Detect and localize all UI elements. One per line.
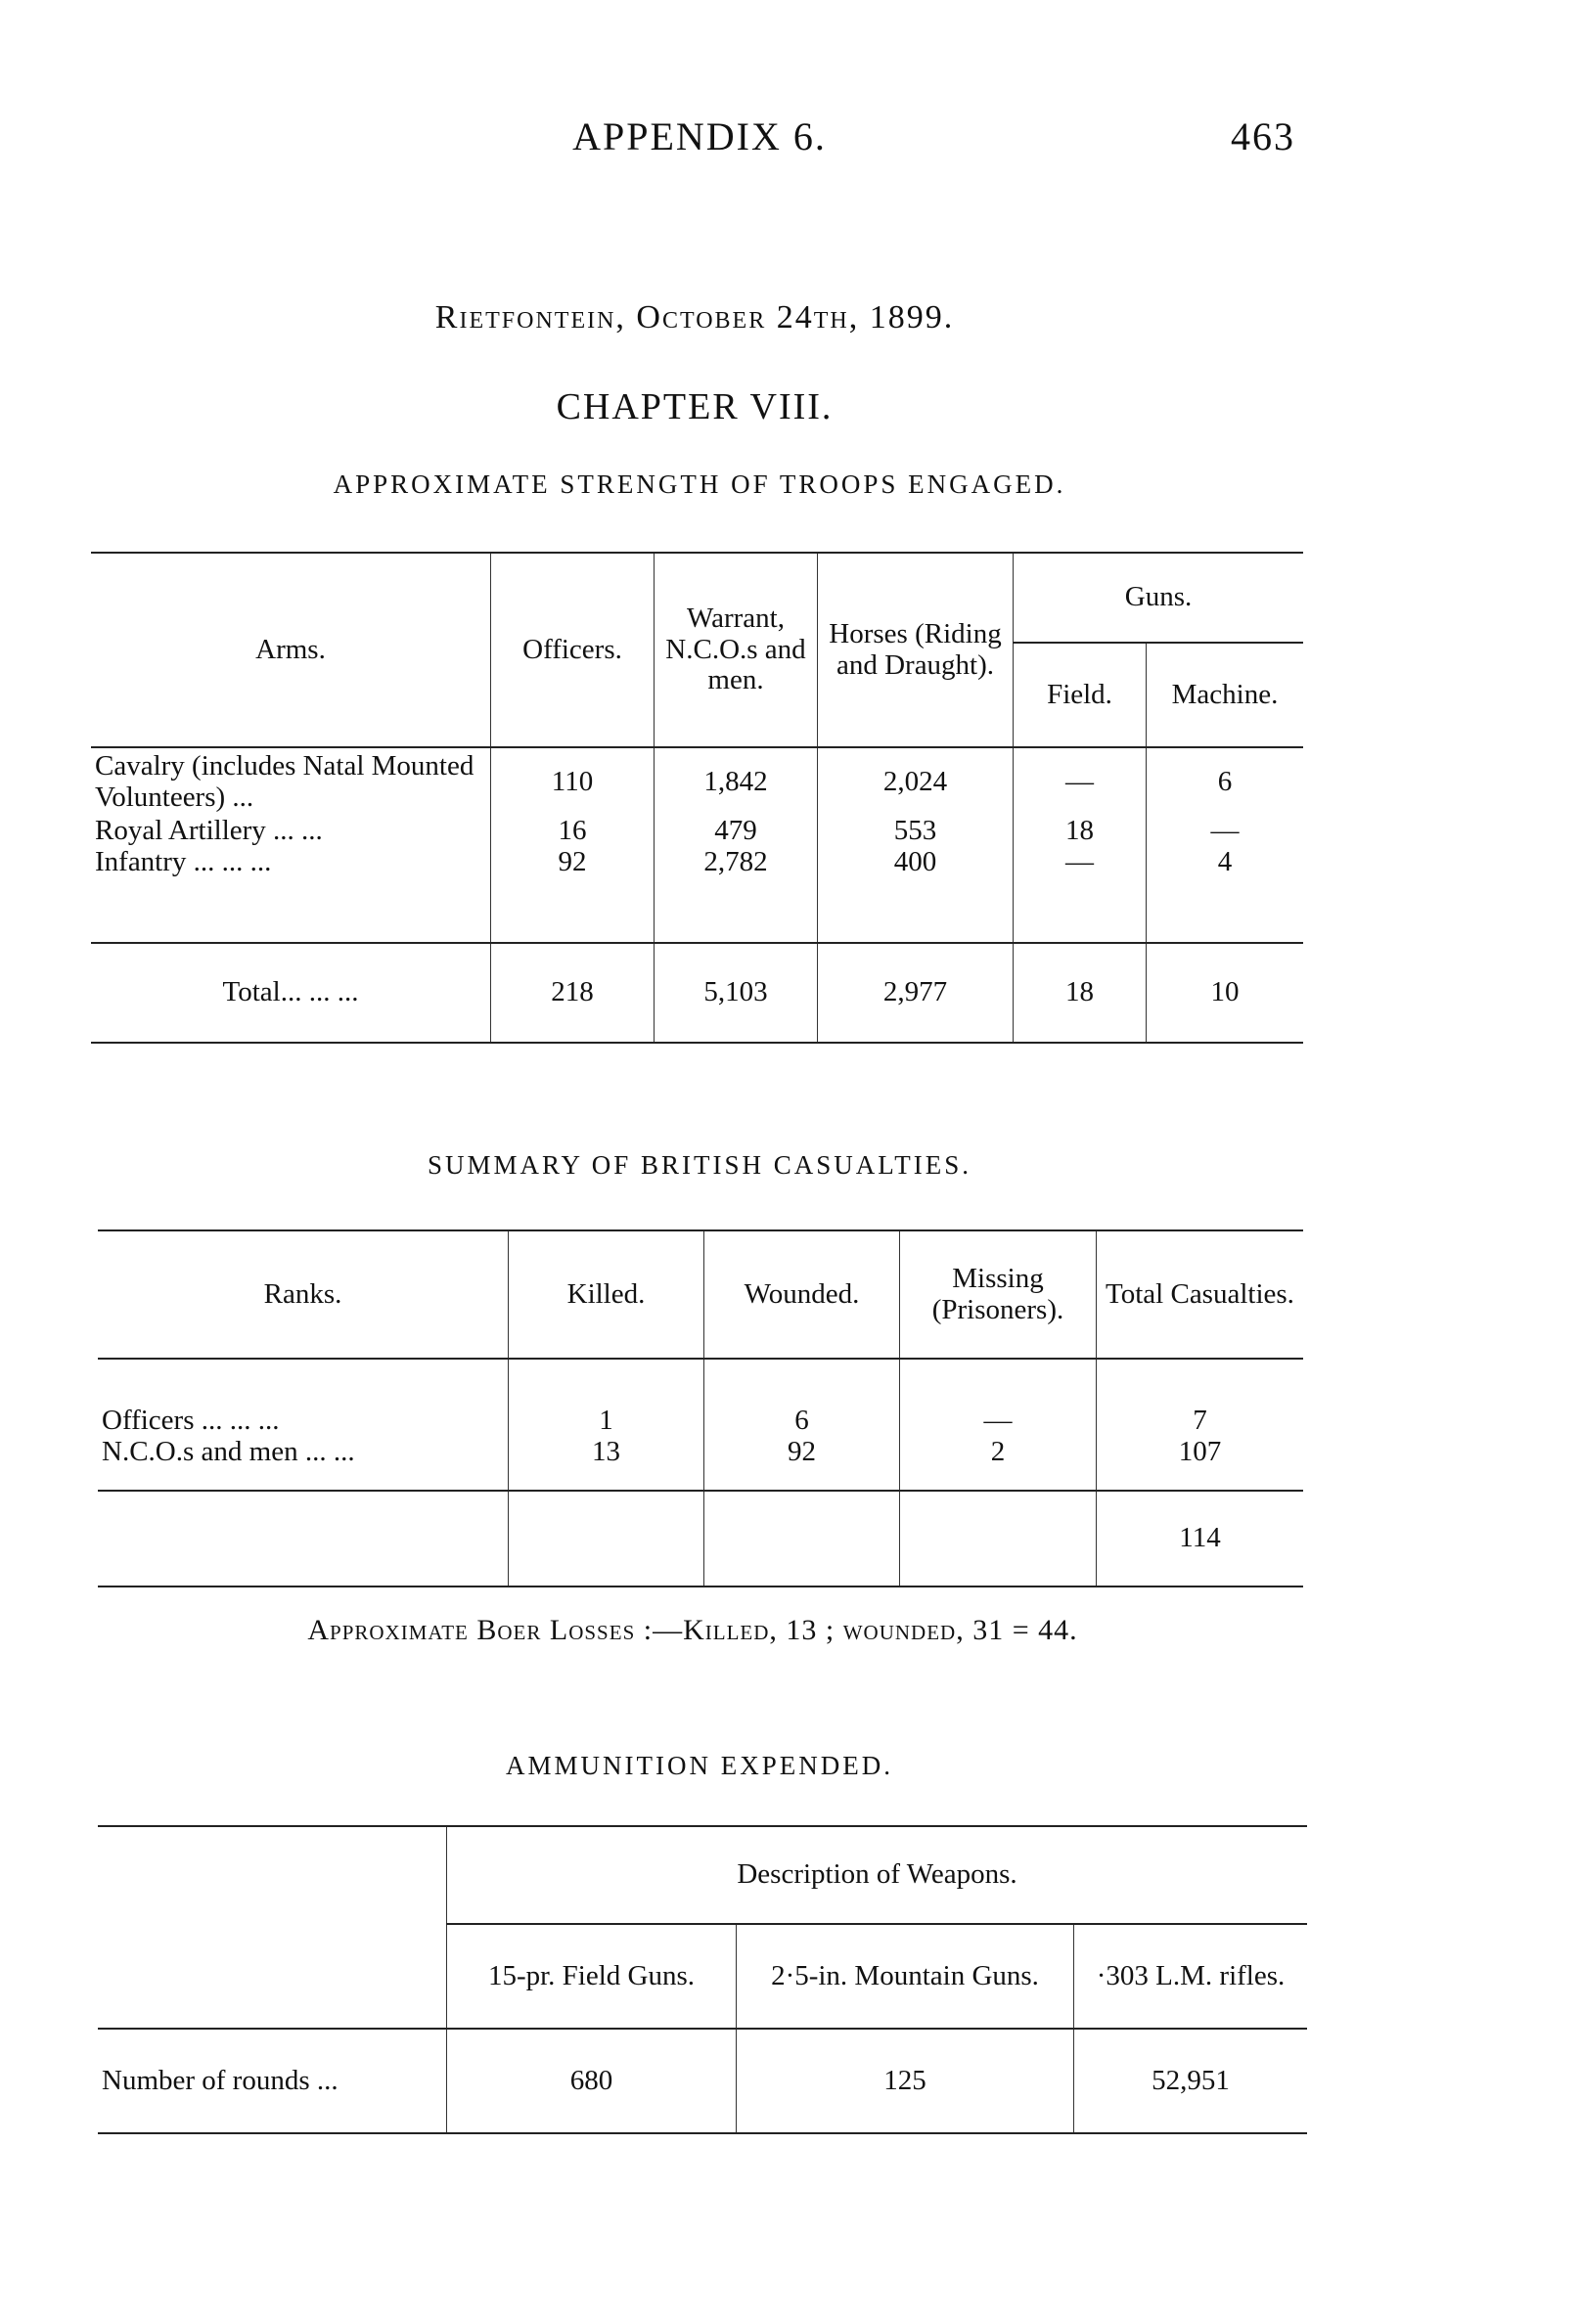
col-killed: Killed. (508, 1230, 704, 1359)
ammunition-table: Description of Weapons. 15-pr. Field Gun… (98, 1825, 1307, 2134)
col-horses: Horses (Riding and Draught). (817, 553, 1014, 748)
cell: 2,782 (654, 846, 818, 943)
cell: 125 (736, 2029, 1074, 2133)
col-officers: Officers. (490, 553, 655, 748)
cell: 1,842 (654, 747, 818, 816)
cell: 680 (446, 2029, 737, 2133)
table-row: Number of rounds ... 680 125 52,951 (98, 2029, 1307, 2133)
cell: 6 (1146, 747, 1303, 816)
col-ranks: Ranks. (263, 1277, 342, 1310)
strength-title: APPROXIMATE STRENGTH OF TROOPS ENGAGED. (333, 469, 1066, 499)
cell: 18 (1013, 943, 1147, 1043)
strength-table: Arms. Officers. Warrant, N.C.O.s and men… (91, 552, 1303, 1044)
row-label: Number of rounds ... (102, 2064, 339, 2096)
table-row: Cavalry (includes Natal Mounted Voluntee… (91, 747, 1303, 816)
total-label: Total... ... ... (222, 976, 359, 1008)
col-total: Total Casualties. (1096, 1230, 1303, 1359)
cell: 92 (703, 1436, 900, 1491)
col-warrant: Warrant, N.C.O.s and men. (654, 553, 818, 748)
cell: 479 (654, 815, 818, 847)
table-row: N.C.O.s and men ... ... 13 92 2 107 (98, 1436, 1303, 1491)
col-wounded: Wounded. (703, 1230, 900, 1359)
cell: 18 (1013, 815, 1147, 847)
col-guns: Guns. (1013, 553, 1303, 644)
page-number: 463 (1231, 114, 1295, 158)
table-row: Officers ... ... ... 1 6 — 7 (98, 1359, 1303, 1437)
table-row: Infantry ... ... ... 92 2,782 400 — 4 (91, 846, 1303, 943)
cell-rank: Officers ... ... ... (102, 1405, 280, 1437)
section-title: Rietfontein, October 24th, 1899. (434, 299, 955, 335)
description-header: Description of Weapons. (446, 1826, 1307, 1925)
grand-total: 114 (1096, 1491, 1303, 1587)
cell-rank: N.C.O.s and men ... ... (102, 1436, 355, 1467)
cell: 553 (817, 815, 1014, 847)
cell: 107 (1096, 1436, 1303, 1491)
cell: 5,103 (654, 943, 818, 1043)
col-weapon: 2·5-in. Mountain Guns. (736, 1924, 1074, 2030)
cell: 52,951 (1073, 2029, 1307, 2133)
cell: 400 (817, 846, 1014, 943)
cell: 2,977 (817, 943, 1014, 1043)
cell: 13 (508, 1436, 704, 1491)
ammunition-title: AMMUNITION EXPENDED. (506, 1751, 893, 1780)
col-arms: Arms. (91, 553, 491, 748)
grand-total-row: 114 (98, 1491, 1303, 1587)
cell: 4 (1146, 846, 1303, 943)
cell: 10 (1146, 943, 1303, 1043)
boer-losses: Approximate Boer Losses :—Killed, 13 ; w… (307, 1614, 1078, 1646)
casualties-title: SUMMARY OF BRITISH CASUALTIES. (427, 1150, 972, 1180)
col-weapon: ·303 L.M. rifles. (1073, 1924, 1307, 2030)
appendix-title: APPENDIX 6. (572, 114, 827, 158)
cell: 2 (899, 1436, 1097, 1491)
cell: 92 (490, 846, 655, 943)
cell: — (1013, 747, 1147, 816)
cell: — (1013, 846, 1147, 943)
cell-arms: Royal Artillery ... ... (95, 815, 323, 847)
cell: 7 (1096, 1359, 1303, 1437)
cell: 6 (703, 1359, 900, 1437)
cell: 218 (490, 943, 655, 1043)
cell: 16 (490, 815, 655, 847)
col-missing: Missing (Prisoners). (899, 1230, 1097, 1359)
cell: 110 (490, 747, 655, 816)
cell: — (1146, 815, 1303, 847)
cell-arms: Cavalry (includes Natal Mounted Voluntee… (95, 749, 474, 813)
cell: — (899, 1359, 1097, 1437)
cell: 2,024 (817, 747, 1014, 816)
cell-arms: Infantry ... ... ... (95, 846, 272, 877)
cell: 1 (508, 1359, 704, 1437)
col-field: Field. (1013, 643, 1147, 748)
table-row: Royal Artillery ... ... 16 479 553 18 — (91, 815, 1303, 847)
chapter-heading: CHAPTER VIII. (556, 386, 834, 427)
total-row: Total... ... ... 218 5,103 2,977 18 10 (91, 943, 1303, 1043)
casualties-table: Ranks. Killed. Wounded. Missing (Prisone… (98, 1229, 1303, 1587)
col-weapon: 15-pr. Field Guns. (446, 1924, 737, 2030)
col-machine: Machine. (1146, 643, 1303, 748)
